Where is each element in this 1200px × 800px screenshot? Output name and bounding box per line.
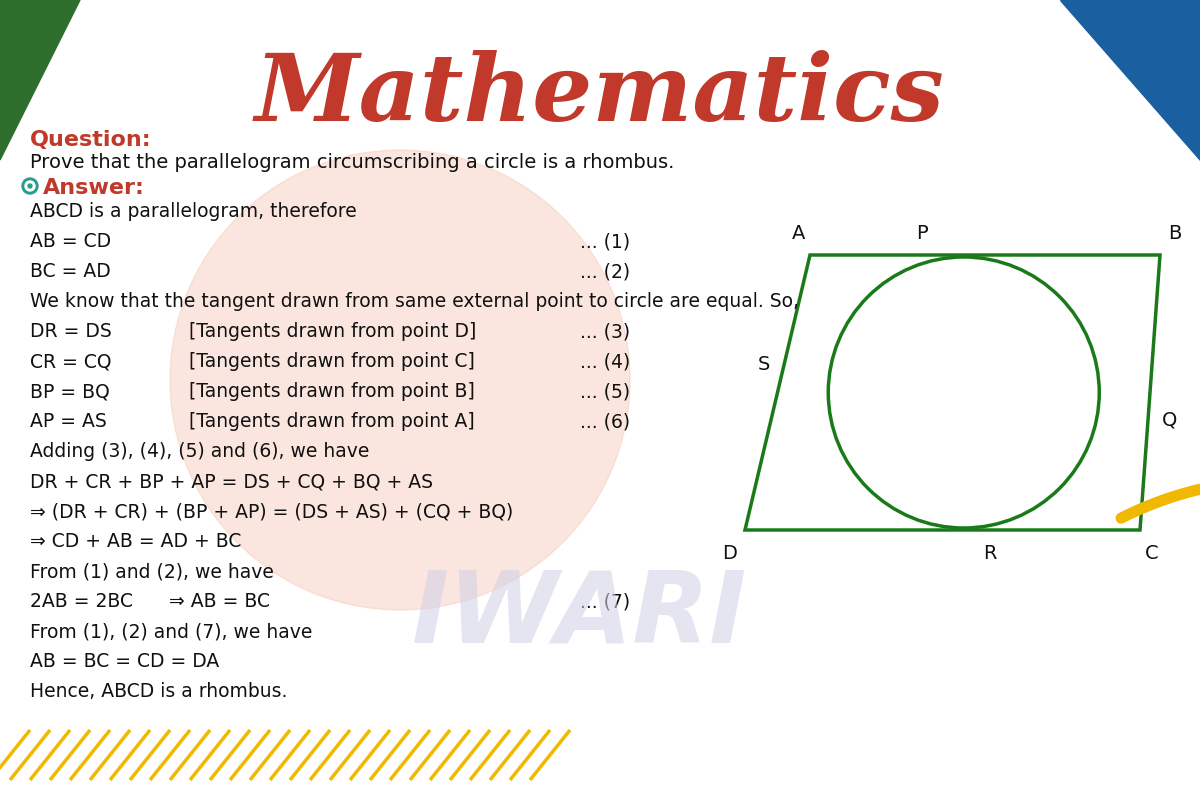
Text: B: B xyxy=(1168,224,1181,243)
Text: R: R xyxy=(983,544,997,563)
Text: Question:: Question: xyxy=(30,130,151,150)
Text: C: C xyxy=(1145,544,1159,563)
Text: Adding (3), (4), (5) and (6), we have: Adding (3), (4), (5) and (6), we have xyxy=(30,442,370,461)
Text: AB = CD: AB = CD xyxy=(30,232,112,251)
Circle shape xyxy=(22,178,38,194)
Text: Hence, ABCD is a rhombus.: Hence, ABCD is a rhombus. xyxy=(30,682,287,701)
Text: BP = BQ: BP = BQ xyxy=(30,382,109,401)
Text: [Tangents drawn from point B]: [Tangents drawn from point B] xyxy=(166,382,475,401)
Text: [Tangents drawn from point A]: [Tangents drawn from point A] xyxy=(166,412,475,431)
Text: ... (6): ... (6) xyxy=(580,412,630,431)
Text: P: P xyxy=(916,224,928,243)
Circle shape xyxy=(28,184,32,188)
Text: DR = DS: DR = DS xyxy=(30,322,112,341)
Text: From (1), (2) and (7), we have: From (1), (2) and (7), we have xyxy=(30,622,312,641)
Text: DR + CR + BP + AP = DS + CQ + BQ + AS: DR + CR + BP + AP = DS + CQ + BQ + AS xyxy=(30,472,433,491)
Text: ... (2): ... (2) xyxy=(580,262,630,281)
Text: 2AB = 2BC      ⇒ AB = BC: 2AB = 2BC ⇒ AB = BC xyxy=(30,592,270,611)
Circle shape xyxy=(25,181,35,191)
Text: Prove that the parallelogram circumscribing a circle is a rhombus.: Prove that the parallelogram circumscrib… xyxy=(30,153,674,172)
Text: D: D xyxy=(722,544,737,563)
Text: S: S xyxy=(757,355,770,374)
Text: BC = AD: BC = AD xyxy=(30,262,110,281)
Circle shape xyxy=(170,150,630,610)
Text: [Tangents drawn from point C]: [Tangents drawn from point C] xyxy=(166,352,475,371)
Text: A: A xyxy=(792,224,805,243)
Polygon shape xyxy=(0,0,80,160)
Text: ... (4): ... (4) xyxy=(580,352,630,371)
Text: CR = CQ: CR = CQ xyxy=(30,352,112,371)
Text: ... (7): ... (7) xyxy=(580,592,630,611)
Text: We know that the tangent drawn from same external point to circle are equal. So,: We know that the tangent drawn from same… xyxy=(30,292,799,311)
Text: Mathematics: Mathematics xyxy=(256,50,944,140)
Text: ... (3): ... (3) xyxy=(580,322,630,341)
Text: ⇒ CD + AB = AD + BC: ⇒ CD + AB = AD + BC xyxy=(30,532,241,551)
Text: Q: Q xyxy=(1162,410,1177,430)
Text: IWARI: IWARI xyxy=(413,566,748,663)
Text: AB = BC = CD = DA: AB = BC = CD = DA xyxy=(30,652,220,671)
Text: Answer:: Answer: xyxy=(43,178,145,198)
Text: ... (5): ... (5) xyxy=(580,382,630,401)
Text: ... (1): ... (1) xyxy=(580,232,630,251)
Polygon shape xyxy=(1060,0,1200,160)
Text: AP = AS: AP = AS xyxy=(30,412,107,431)
Text: From (1) and (2), we have: From (1) and (2), we have xyxy=(30,562,274,581)
Text: ABCD is a parallelogram, therefore: ABCD is a parallelogram, therefore xyxy=(30,202,356,221)
Text: [Tangents drawn from point D]: [Tangents drawn from point D] xyxy=(166,322,476,341)
Text: ⇒ (DR + CR) + (BP + AP) = (DS + AS) + (CQ + BQ): ⇒ (DR + CR) + (BP + AP) = (DS + AS) + (C… xyxy=(30,502,514,521)
